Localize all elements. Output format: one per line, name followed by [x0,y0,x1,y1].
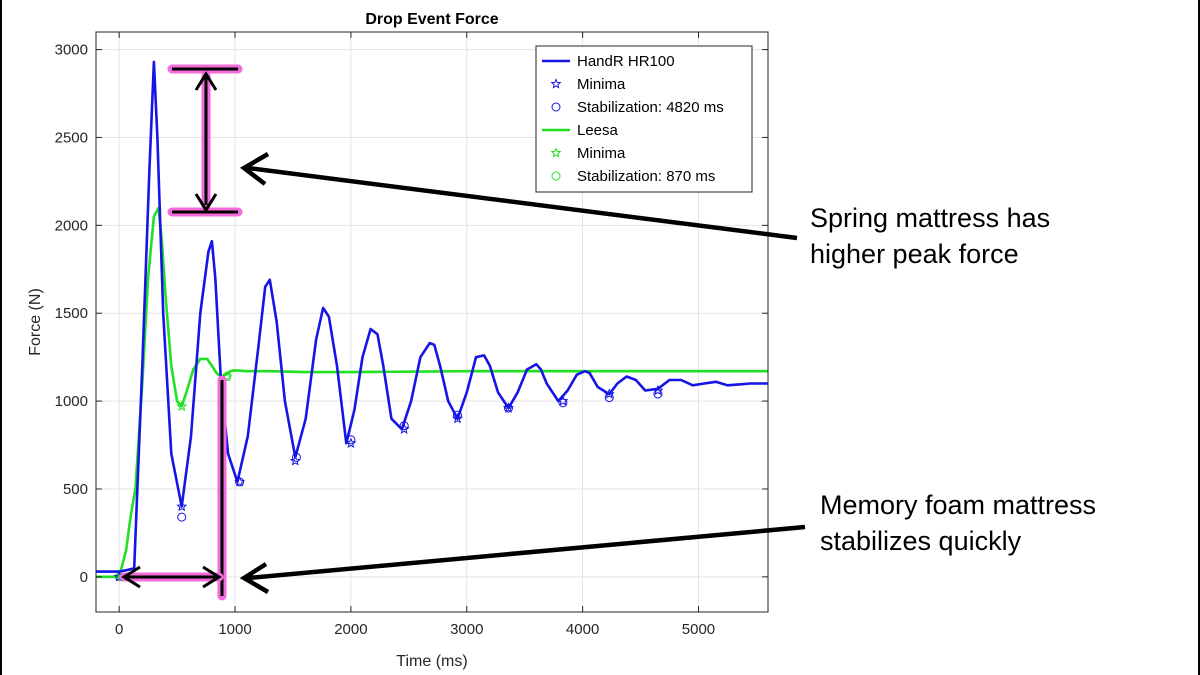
stabilization-point [604,393,614,403]
stabilization-point [346,435,356,445]
stabilization-arrowhead-left [121,565,141,589]
x-tick-label: 2000 [334,621,367,638]
legend-entry: Minima [577,76,626,93]
stabilization-point [291,452,301,462]
x-tick-label: 0 [115,621,123,638]
spring-mattress-callout: Spring mattress has higher peak force [810,203,1051,269]
legend-circle-swatch [551,102,561,112]
minima-point [502,402,514,413]
stabilization-point [503,403,513,413]
y-tick-label: 3000 [55,42,88,59]
x-axis-label: Time (ms) [396,653,467,670]
x-tick-label: 4000 [566,621,599,638]
minima-point [652,384,664,396]
y-tick-label: 0 [80,569,88,586]
spring-callout-arrowhead [239,152,270,186]
y-tick-label: 2500 [55,129,88,146]
x-tick-label: 1000 [218,621,251,638]
minima-point [603,388,615,399]
foam-callout-arrowhead [239,562,270,594]
minima-point [221,370,233,382]
minima-point [176,500,188,512]
stabilization-point [235,477,245,487]
foam-callout-arrow [247,524,806,581]
minima-point [289,454,301,466]
legend-entry: Leesa [577,122,619,139]
series-line-handr-hr100 [96,60,768,573]
x-tick-label: 3000 [450,621,483,638]
y-tick-label: 2000 [55,217,88,234]
legend-box [535,45,753,193]
stabilization-point [452,410,462,420]
legend-entry: Minima [577,145,626,162]
peak-arrowhead-up [194,71,218,91]
y-tick-label: 1000 [55,393,88,410]
legend-entry: HandR HR100 [577,53,675,70]
legend-star-swatch [550,78,562,89]
legend-circle-swatch [551,171,561,181]
y-tick-label: 1500 [55,305,88,322]
series-group [96,60,768,582]
axes-box [95,31,769,613]
y-axis-label: Force (N) [27,288,44,356]
stabilization-point [653,389,663,399]
chart-title: Drop Event Force [365,11,498,28]
minima-point [557,395,569,406]
minima-point [234,476,246,487]
spring-callout-arrow [247,165,798,241]
stabilization-point [399,421,409,431]
peak-arrowhead-down [194,193,218,213]
minima-point [176,400,188,412]
legend-entry: Stabilization: 4820 ms [577,99,724,116]
legend-star-swatch [550,147,562,158]
stabilization-point [177,512,187,522]
x-tick-label: 5000 [682,621,715,638]
stabilization-point [558,398,568,408]
stabilization-arrowhead-right [202,565,222,589]
legend-entry: Stabilization: 870 ms [577,168,715,185]
memory-foam-callout: Memory foam mattress stabilizes quickly [820,490,1097,556]
y-tick-label: 500 [63,481,88,498]
